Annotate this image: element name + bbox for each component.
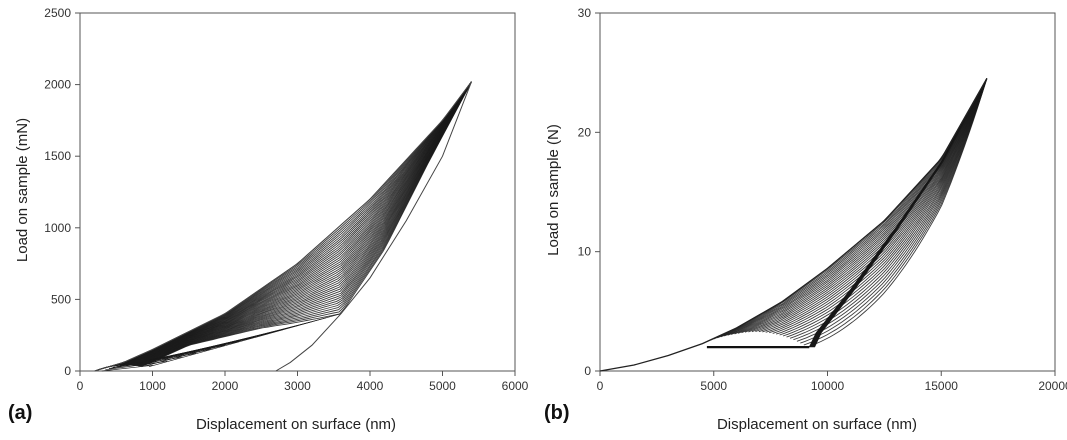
chart-b-x-tick-label: 0 — [597, 379, 604, 393]
chart-a-ylabel: Load on sample (mN) — [14, 118, 31, 262]
chart-b-reloading-curve — [734, 78, 988, 335]
chart-b-reloading-curve — [769, 78, 988, 334]
chart-b-reloading-curve — [789, 78, 988, 339]
chart-b-x-tick-label: 15000 — [925, 379, 959, 393]
chart-a-final-unloading — [275, 81, 472, 372]
chart-a-loading-curve — [133, 81, 472, 366]
chart-b-reloading-curve — [713, 78, 988, 340]
chart-b-reloading-curve — [741, 78, 988, 334]
chart-b-reloading-curve — [786, 78, 988, 338]
chart-b-unloading-curve — [814, 78, 988, 348]
chart-a-x-tick-label: 0 — [77, 379, 84, 393]
chart-a-y-tick-label: 1500 — [44, 149, 71, 163]
chart-a-x-tick-label: 3000 — [284, 379, 311, 393]
chart-b-ylabel: Load on sample (N) — [545, 124, 562, 256]
chart-b-reloading-curve — [772, 78, 988, 334]
chart-b-plot-frame — [599, 12, 1056, 372]
chart-b-reloading-curve — [779, 78, 988, 336]
chart-a-unloading-segment — [148, 313, 342, 368]
chart-a-first-loading — [94, 81, 472, 372]
chart-a-loading-curve — [101, 81, 472, 369]
chart-a-x-tick-label: 6000 — [502, 379, 529, 393]
chart-a-loading-curve — [131, 81, 472, 366]
panel-b: (b) Displacement on surface (nm) Load on… — [540, 0, 1067, 440]
chart-a-loading-curve — [100, 81, 472, 370]
chart-b-reloading-curve — [782, 78, 988, 337]
chart-a-xlabel: Displacement on surface (nm) — [196, 416, 396, 433]
chart-a-cycles — [94, 81, 472, 372]
chart-b-reloading-curve — [803, 78, 988, 346]
chart-a-loading-curve — [107, 81, 472, 368]
panel-a-tag: (a) — [8, 402, 32, 424]
chart-b-y-tick-label: 20 — [578, 125, 592, 139]
chart-b-reloading-curve — [710, 78, 988, 341]
chart-a-y-tick-label: 2500 — [44, 6, 71, 20]
chart-b-reloading-curve — [800, 78, 988, 344]
chart-a-loading-curve — [99, 81, 472, 370]
chart-a-loading-curve — [134, 81, 472, 366]
chart-b-reloading-curve — [744, 78, 988, 333]
chart-a-loading-curve — [95, 81, 472, 371]
chart-b-xlabel: Displacement on surface (nm) — [717, 416, 917, 433]
chart-a-loading-curve — [141, 81, 472, 368]
chart-b-initial-loading — [599, 78, 988, 372]
chart-b-x-tick-label: 5000 — [700, 379, 727, 393]
chart-b-svg: (b) Displacement on surface (nm) Load on… — [544, 6, 1067, 433]
chart-b-y-tick-label: 0 — [584, 364, 591, 378]
chart-b-cycles — [706, 78, 988, 348]
chart-a-y-tick-label: 2000 — [44, 78, 71, 92]
chart-a-loading-curve — [135, 81, 472, 366]
chart-a-y-tick-label: 500 — [51, 292, 71, 306]
chart-b-reloading-curve — [748, 78, 988, 333]
chart-a-loading-curve — [106, 81, 472, 368]
chart-b-reloading-curve — [755, 78, 988, 333]
chart-a-x-tick-label: 5000 — [429, 379, 456, 393]
panel-b-tag: (b) — [544, 402, 570, 424]
chart-a-loading-curve — [129, 81, 472, 366]
chart-a-x-tick-label: 2000 — [212, 379, 239, 393]
chart-b-reloading-curve — [737, 78, 988, 334]
chart-b-reloading-curve — [724, 78, 988, 337]
chart-b-y-tick-label: 30 — [578, 6, 592, 20]
chart-b-reloading-curve — [765, 78, 988, 333]
chart-a-loading-curve — [108, 81, 472, 368]
chart-a-loading-curve — [127, 81, 472, 366]
chart-a-loading-curve — [105, 81, 472, 368]
chart-a-loading-curve — [94, 81, 472, 372]
chart-a-unloading-segment — [101, 364, 153, 372]
chart-b-y-tick-label: 10 — [578, 245, 592, 259]
chart-b-reloading-curve — [720, 78, 988, 338]
chart-a-loading-curve — [130, 81, 472, 366]
chart-a-y-tick-label: 0 — [64, 364, 71, 378]
chart-a-x-tick-label: 4000 — [357, 379, 384, 393]
chart-a-loading-curve — [96, 81, 472, 371]
chart-b-reloading-curve — [807, 78, 988, 348]
chart-a-loading-curve — [104, 81, 472, 369]
chart-a-y-tick-label: 1000 — [44, 221, 71, 235]
panel-a: (a) Displacement on surface (nm) Load on… — [8, 6, 529, 433]
chart-a-loading-curve — [102, 81, 472, 369]
chart-b-reloading-curve — [796, 78, 988, 342]
chart-b-reloading-curve — [751, 78, 988, 333]
chart-a-x-tick-label: 1000 — [139, 379, 166, 393]
chart-a-loading-curve — [128, 81, 472, 366]
chart-b-reloading-curve — [775, 78, 988, 335]
chart-b-reloading-curve — [730, 78, 988, 335]
chart-b-x-tick-label: 10000 — [811, 379, 845, 393]
chart-a-plot-frame — [79, 12, 516, 372]
chart-a-loading-curve — [136, 81, 472, 367]
chart-b-reloading-curve — [717, 78, 988, 339]
chart-a-svg: (a) Displacement on surface (nm) Load on… — [8, 6, 529, 433]
chart-a-loading-curve — [97, 81, 472, 371]
chart-b-unloading-curve — [809, 78, 988, 348]
